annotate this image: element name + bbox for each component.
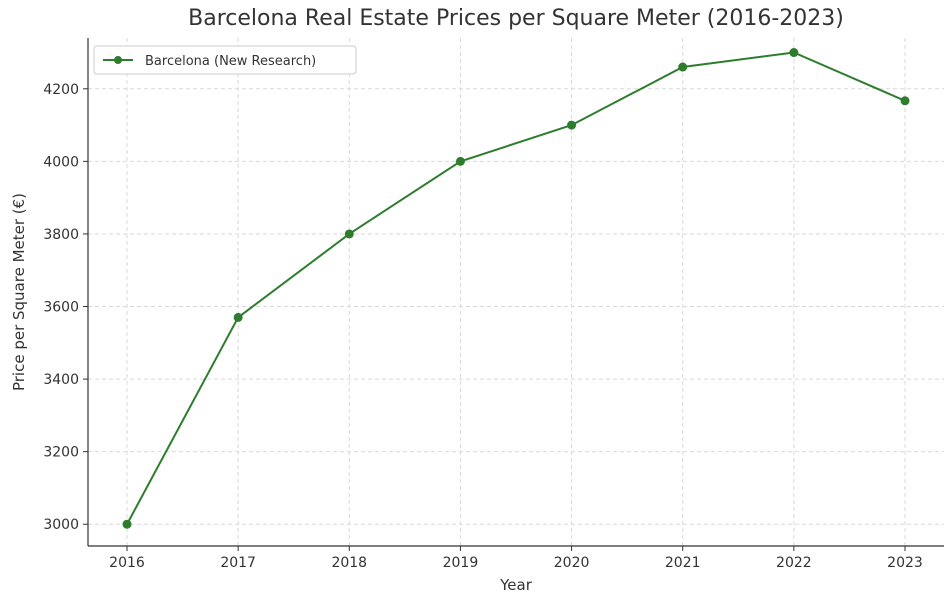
data-point: [455, 156, 465, 166]
data-point: [567, 120, 577, 130]
x-tick-label: 2019: [443, 555, 479, 571]
data-point: [122, 519, 132, 529]
x-tick-label: 2017: [220, 555, 256, 571]
x-axis-label: Year: [499, 576, 533, 594]
x-tick-label: 2021: [665, 555, 701, 571]
legend-box: [93, 45, 357, 75]
y-tick-label: 3200: [43, 445, 79, 461]
y-tick-label: 4200: [43, 82, 79, 98]
grid-layer: [88, 38, 944, 546]
data-point: [678, 62, 688, 72]
y-tick-label: 3600: [43, 300, 79, 316]
x-tick-label: 2020: [554, 555, 590, 571]
x-tick-label: 2018: [331, 555, 367, 571]
y-tick-label: 3400: [43, 372, 79, 388]
chart-title: Barcelona Real Estate Prices per Square …: [188, 6, 844, 31]
x-tick-label: 2016: [109, 555, 145, 571]
legend: Barcelona (New Research): [93, 45, 357, 75]
data-point: [789, 48, 799, 58]
ticks-layer: 2016 2017 2018 2019 2020 2021 2022 2023 3000 3200…: [43, 82, 922, 571]
series-layer: [122, 48, 910, 529]
legend-label: Barcelona (New Research): [145, 54, 316, 69]
data-point: [233, 312, 243, 322]
legend-marker: [114, 56, 122, 64]
y-tick-label: 4000: [43, 154, 79, 170]
y-axis-label: Price per Square Meter (€): [10, 193, 28, 391]
x-tick-label: 2023: [887, 555, 923, 571]
data-point: [900, 96, 910, 106]
data-point: [344, 229, 354, 239]
y-tick-label: 3000: [43, 517, 79, 533]
series-line: [126, 51, 906, 525]
axes-layer: [87, 38, 944, 547]
x-tick-label: 2022: [776, 555, 812, 571]
y-tick-label: 3800: [43, 227, 79, 243]
